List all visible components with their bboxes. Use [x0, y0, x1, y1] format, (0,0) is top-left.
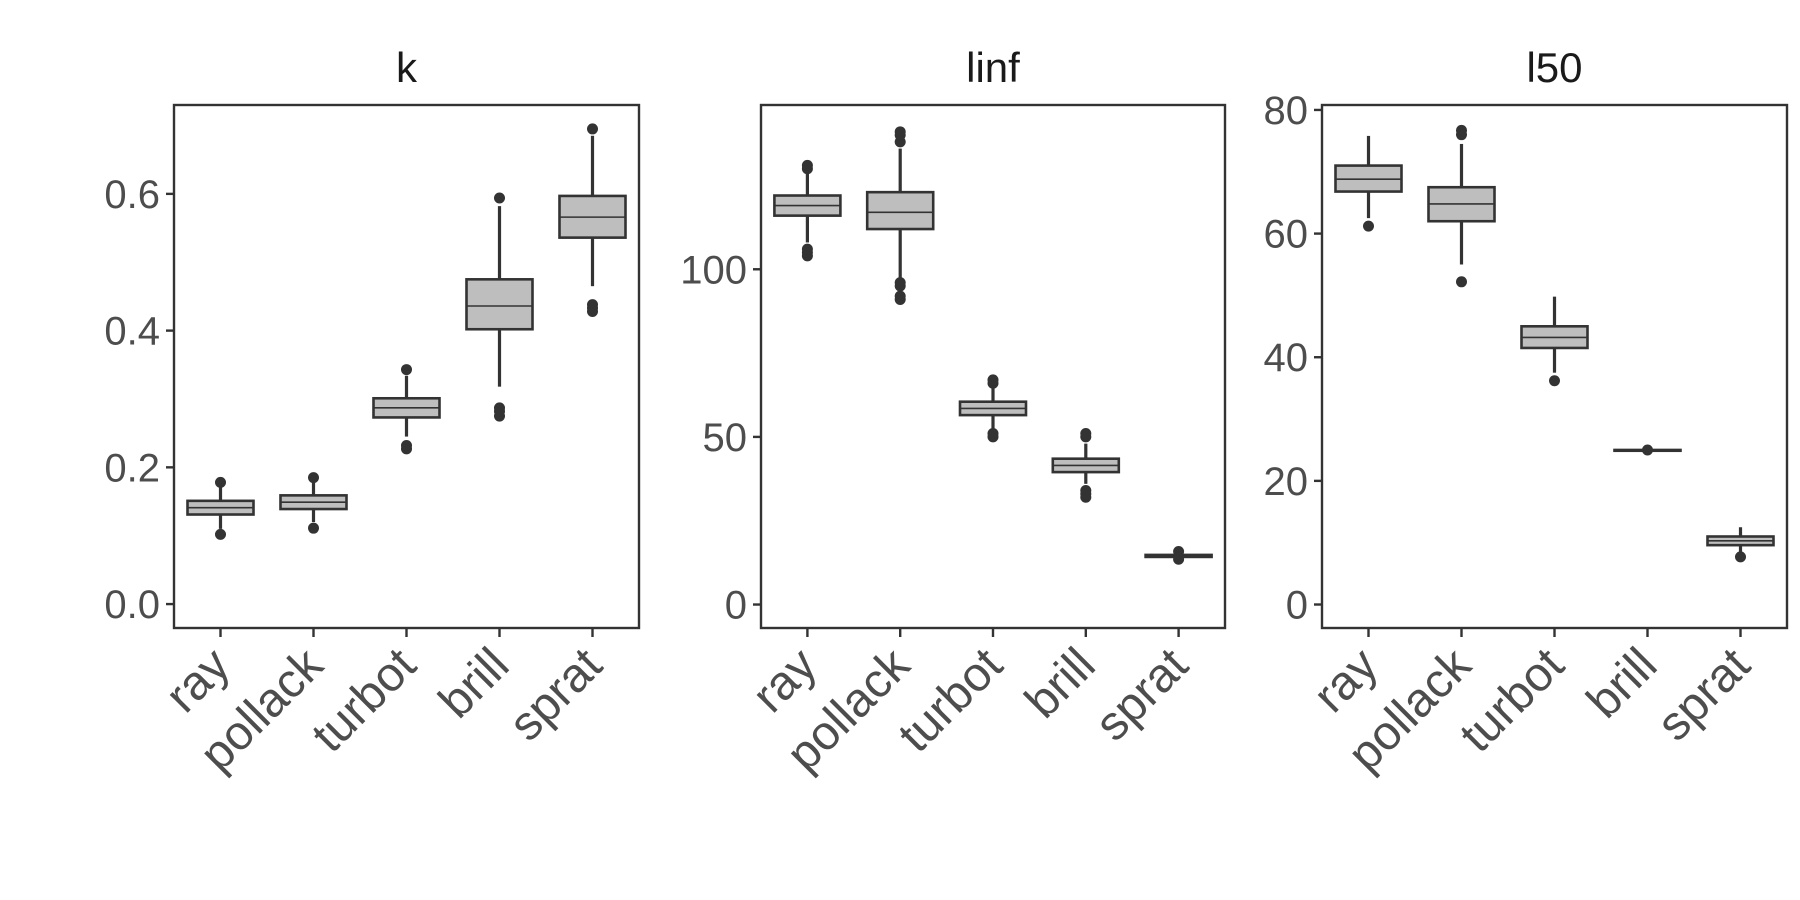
y-tick-label: 50: [703, 416, 748, 460]
box-pollack: [865, 126, 935, 305]
box-sprat: [1144, 546, 1213, 565]
outlier-point: [494, 192, 505, 204]
outlier-point: [215, 476, 226, 488]
box-sprat: [558, 123, 627, 317]
y-tick-label: 20: [1264, 460, 1309, 504]
outlier-point: [308, 472, 319, 484]
y-tick-label: 80: [1264, 89, 1309, 133]
y-tick-label: 0.6: [104, 173, 160, 217]
x-category-label: sprat: [1085, 638, 1198, 751]
box-sprat: [1706, 527, 1775, 563]
outlier-point: [801, 159, 813, 171]
panel-title: linf: [966, 44, 1020, 91]
y-tick-label: 60: [1264, 213, 1309, 257]
outlier-point: [1173, 553, 1185, 565]
box-turbot: [372, 364, 441, 455]
x-category-label: sprat: [499, 638, 612, 751]
x-category-label: turbot: [1450, 638, 1574, 762]
y-tick-label: 0.4: [104, 310, 160, 354]
outlier-point: [494, 402, 505, 414]
box-iqr: [865, 190, 935, 231]
box-pollack: [279, 472, 348, 534]
y-tick-label: 0.0: [104, 583, 160, 627]
outlier-point: [987, 428, 999, 440]
outlier-point: [1549, 375, 1560, 387]
outlier-point: [587, 299, 598, 311]
box-iqr: [465, 278, 534, 331]
outlier-point: [401, 439, 412, 451]
outlier-point: [1456, 276, 1467, 288]
outlier-point: [1363, 220, 1374, 232]
box-ray: [1334, 135, 1403, 232]
y-tick-label: 0.2: [104, 446, 160, 490]
plot-frame: [759, 103, 1227, 630]
outlier-point: [894, 290, 906, 302]
outlier-point: [308, 522, 319, 534]
outlier-point: [1080, 428, 1092, 440]
box-turbot: [958, 374, 1028, 443]
outlier-point: [987, 374, 999, 386]
box-turbot: [1520, 296, 1589, 387]
panel-title: k: [396, 44, 418, 91]
x-category-label: turbot: [889, 638, 1013, 762]
outlier-point: [894, 277, 906, 289]
y-tick-label: 40: [1264, 336, 1309, 380]
outlier-point: [1080, 485, 1092, 497]
panel-title: l50: [1526, 44, 1582, 91]
box-brill: [1613, 444, 1682, 456]
outlier-point: [1456, 124, 1467, 136]
box-ray: [186, 476, 255, 540]
outlier-point: [1735, 551, 1746, 563]
x-category-label: sprat: [1647, 638, 1760, 751]
box-pollack: [1427, 124, 1496, 288]
outlier-point: [1642, 444, 1653, 456]
outlier-point: [587, 123, 598, 135]
y-tick-label: 0: [725, 584, 747, 628]
y-tick-label: 0: [1286, 584, 1308, 628]
box-ray: [773, 159, 842, 262]
x-category-label: turbot: [302, 638, 426, 762]
outlier-point: [801, 243, 813, 255]
box-brill: [1051, 428, 1121, 503]
outlier-point: [894, 126, 906, 138]
outlier-point: [401, 364, 412, 376]
outlier-point: [1173, 546, 1185, 558]
y-tick-label: 100: [680, 248, 747, 292]
outlier-point: [215, 528, 226, 540]
box-brill: [465, 192, 534, 422]
